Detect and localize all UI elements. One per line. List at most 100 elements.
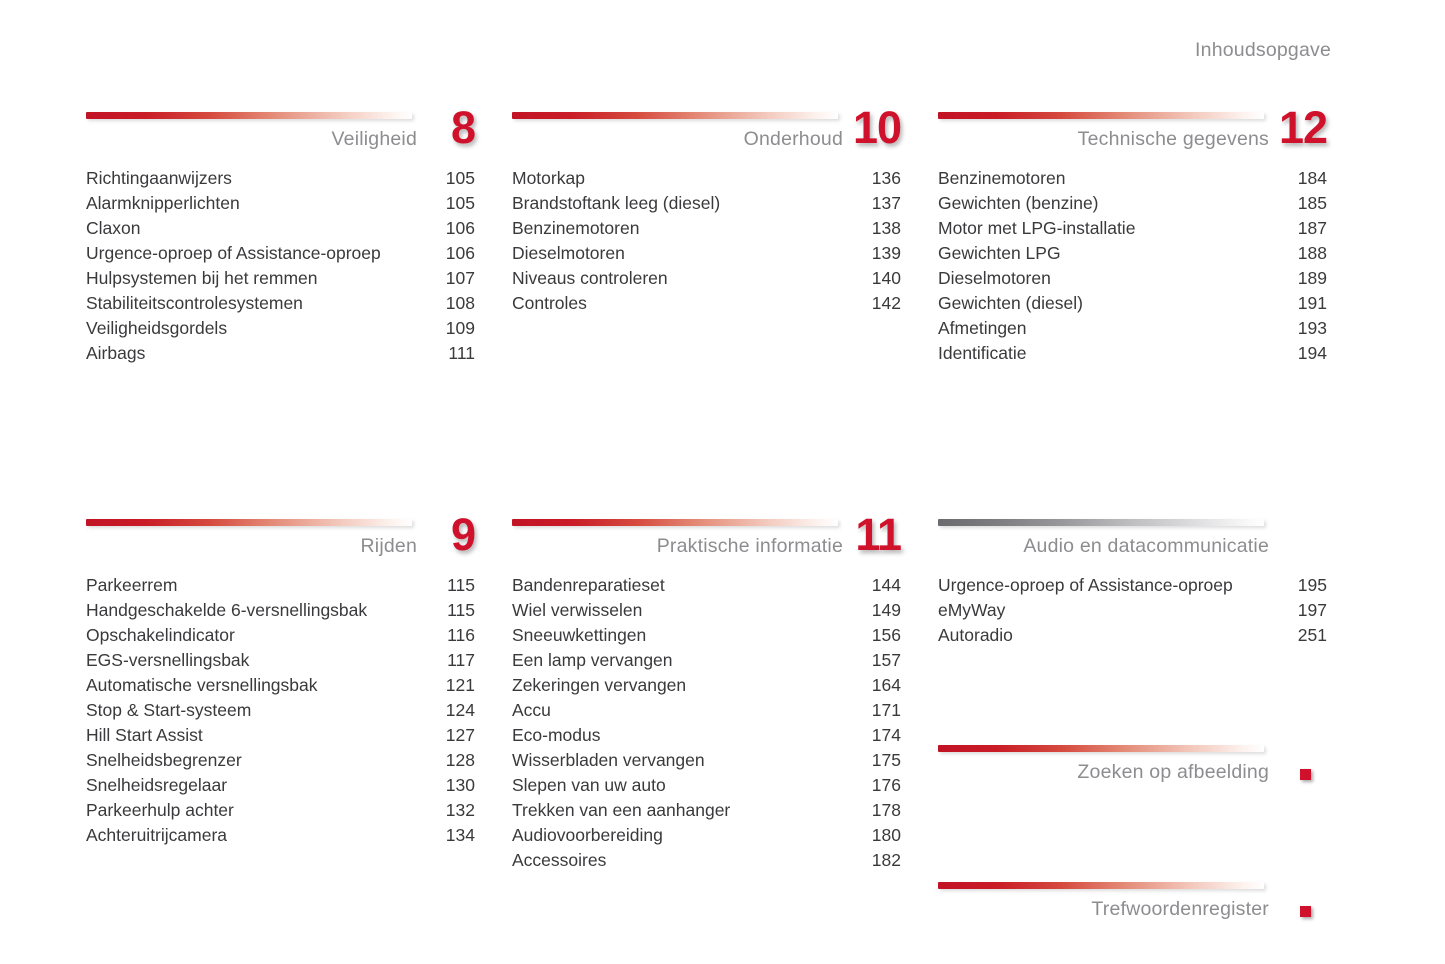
toc-item-label: Automatische versnellingsbak bbox=[86, 675, 318, 695]
toc-item-page-number: 174 bbox=[871, 725, 901, 745]
chapter-number: 8 bbox=[450, 102, 476, 153]
toc-item: Dieselmotoren 189 bbox=[938, 266, 1327, 291]
toc-item-page-number: 189 bbox=[1297, 268, 1327, 288]
toc-item-page-number: 184 bbox=[1297, 168, 1327, 188]
toc-item-page-number: 106 bbox=[445, 218, 475, 238]
footer-link-zoeken-op-afbeelding: Zoeken op afbeelding bbox=[938, 745, 1327, 785]
toc-item: Urgence-oproep of Assistance-oproep 195 bbox=[938, 573, 1327, 598]
toc-item: Veiligheidsgordels 109 bbox=[86, 316, 475, 341]
toc-item: Afmetingen 193 bbox=[938, 316, 1327, 341]
toc-item-page-number: 176 bbox=[871, 775, 901, 795]
toc-item-page-number: 156 bbox=[871, 625, 901, 645]
toc-item-label: Dieselmotoren bbox=[938, 268, 1051, 288]
toc-item-page-number: 127 bbox=[445, 725, 475, 745]
toc-item: Richtingaanwijzers 105 bbox=[86, 166, 475, 191]
toc-item-page-number: 137 bbox=[871, 193, 901, 213]
section-gradient-bar bbox=[938, 519, 1264, 526]
section-title: Praktische informatie bbox=[656, 535, 843, 557]
toc-item: Achteruitrijcamera 134 bbox=[86, 823, 475, 848]
section-gradient-bar bbox=[512, 112, 838, 119]
toc-item: Zekeringen vervangen 164 bbox=[512, 673, 901, 698]
toc-item-page-number: 171 bbox=[871, 700, 901, 720]
toc-item-label: eMyWay bbox=[938, 600, 1006, 620]
chapter-number: 10 bbox=[852, 102, 902, 153]
toc-item-page-number: 136 bbox=[871, 168, 901, 188]
red-square-marker-icon bbox=[1300, 769, 1311, 780]
toc-item-page-number: 128 bbox=[445, 750, 475, 770]
section-gradient-bar bbox=[86, 519, 412, 526]
toc-item-page-number: 108 bbox=[445, 293, 475, 313]
toc-item-label: Motor met LPG-installatie bbox=[938, 218, 1136, 238]
toc-item-page-number: 157 bbox=[871, 650, 901, 670]
toc-item-page-number: 139 bbox=[871, 243, 901, 263]
toc-item-page-number: 188 bbox=[1297, 243, 1327, 263]
footer-link-trefwoordenregister: Trefwoordenregister bbox=[938, 882, 1327, 922]
footer-link-title: Zoeken op afbeelding bbox=[1077, 761, 1269, 783]
toc-item-label: Accu bbox=[512, 700, 551, 720]
toc-item-label: Identificatie bbox=[938, 343, 1027, 363]
toc-item-label: Veiligheidsgordels bbox=[86, 318, 228, 338]
toc-item-label: Wiel verwisselen bbox=[512, 600, 643, 620]
toc-item-page-number: 175 bbox=[871, 750, 901, 770]
toc-item-page-number: 107 bbox=[445, 268, 475, 288]
toc-item: eMyWay 197 bbox=[938, 598, 1327, 623]
toc-item-list: Richtingaanwijzers 105 Alarmknipperlichten… bbox=[86, 166, 475, 366]
toc-item-label: Claxon bbox=[86, 218, 141, 238]
toc-item: Controles 142 bbox=[512, 291, 901, 316]
toc-item-page-number: 178 bbox=[871, 800, 901, 820]
toc-item: Audiovoorbereiding 180 bbox=[512, 823, 901, 848]
toc-item-label: Zekeringen vervangen bbox=[512, 675, 687, 695]
toc-item: Snelheidsregelaar 130 bbox=[86, 773, 475, 798]
toc-item-page-number: 197 bbox=[1297, 600, 1327, 620]
section-title: Veiligheid bbox=[331, 128, 417, 150]
toc-item-list: Benzinemotoren 184 Gewichten (benzine) 185 M… bbox=[938, 166, 1327, 366]
toc-item: Alarmknipperlichten 105 bbox=[86, 191, 475, 216]
section-title: Technische gegevens bbox=[1077, 128, 1269, 150]
toc-item-label: Wisserbladen vervangen bbox=[512, 750, 705, 770]
toc-item-label: Motorkap bbox=[512, 168, 585, 188]
toc-item-page-number: 121 bbox=[445, 675, 475, 695]
footer-gradient-bar bbox=[938, 882, 1264, 889]
toc-section-audio-en-datacommunicatie: Audio en datacommunicatie Urgence-oproep … bbox=[938, 519, 1327, 648]
toc-section-technische-gegevens: Technische gegevens 12 Benzinemotoren 184 Ge… bbox=[938, 105, 1328, 366]
toc-item: Dieselmotoren 139 bbox=[512, 241, 901, 266]
toc-item: Handgeschakelde 6-versnellingsbak 115 bbox=[86, 598, 475, 623]
toc-item-page-number: 144 bbox=[871, 575, 901, 595]
toc-item-page-number: 105 bbox=[445, 168, 475, 188]
section-title: Onderhoud bbox=[743, 128, 843, 150]
toc-item-label: Controles bbox=[512, 293, 587, 313]
toc-item: Autoradio 251 bbox=[938, 623, 1327, 648]
toc-item-label: Snelheidsbegrenzer bbox=[86, 750, 242, 770]
toc-item-label: Accessoires bbox=[512, 850, 607, 870]
toc-item-label: Benzinemotoren bbox=[938, 168, 1066, 188]
toc-item: Identificatie 194 bbox=[938, 341, 1327, 366]
chapter-number: 9 bbox=[450, 509, 476, 560]
toc-item-list: Parkeerrem 115 Handgeschakelde 6-versnelli… bbox=[86, 573, 475, 848]
toc-item: Eco-modus 174 bbox=[512, 723, 901, 748]
toc-item-page-number: 187 bbox=[1297, 218, 1327, 238]
toc-item-page-number: 134 bbox=[445, 825, 475, 845]
toc-item-page-number: 142 bbox=[871, 293, 901, 313]
section-title: Audio en datacommunicatie bbox=[1023, 535, 1269, 557]
toc-item-page-number: 185 bbox=[1297, 193, 1327, 213]
toc-item: Slepen van uw auto 176 bbox=[512, 773, 901, 798]
toc-item-page-number: 115 bbox=[447, 575, 475, 595]
toc-item-label: Parkeerhulp achter bbox=[86, 800, 234, 820]
toc-item-label: Richtingaanwijzers bbox=[86, 168, 232, 188]
toc-item-page-number: 138 bbox=[871, 218, 901, 238]
footer-link-title: Trefwoordenregister bbox=[1091, 898, 1269, 920]
toc-item-label: Gewichten LPG bbox=[938, 243, 1061, 263]
toc-item-page-number: 164 bbox=[871, 675, 901, 695]
toc-item: Accu 171 bbox=[512, 698, 901, 723]
toc-item: Niveaus controleren 140 bbox=[512, 266, 901, 291]
toc-section-veiligheid: Veiligheid 8 Richtingaanwijzers 105 Alarmkni… bbox=[86, 105, 476, 366]
page-title: Inhoudsopgave bbox=[1195, 39, 1331, 61]
toc-item-page-number: 149 bbox=[871, 600, 901, 620]
toc-item: Stabiliteitscontrolesystemen 108 bbox=[86, 291, 475, 316]
toc-item-page-number: 106 bbox=[445, 243, 475, 263]
toc-item-label: Airbags bbox=[86, 343, 146, 363]
toc-item-label: Stop & Start-systeem bbox=[86, 700, 252, 720]
toc-section-praktische-informatie: Praktische informatie 11 Bandenreparatiese… bbox=[512, 512, 902, 873]
toc-item-label: Dieselmotoren bbox=[512, 243, 625, 263]
